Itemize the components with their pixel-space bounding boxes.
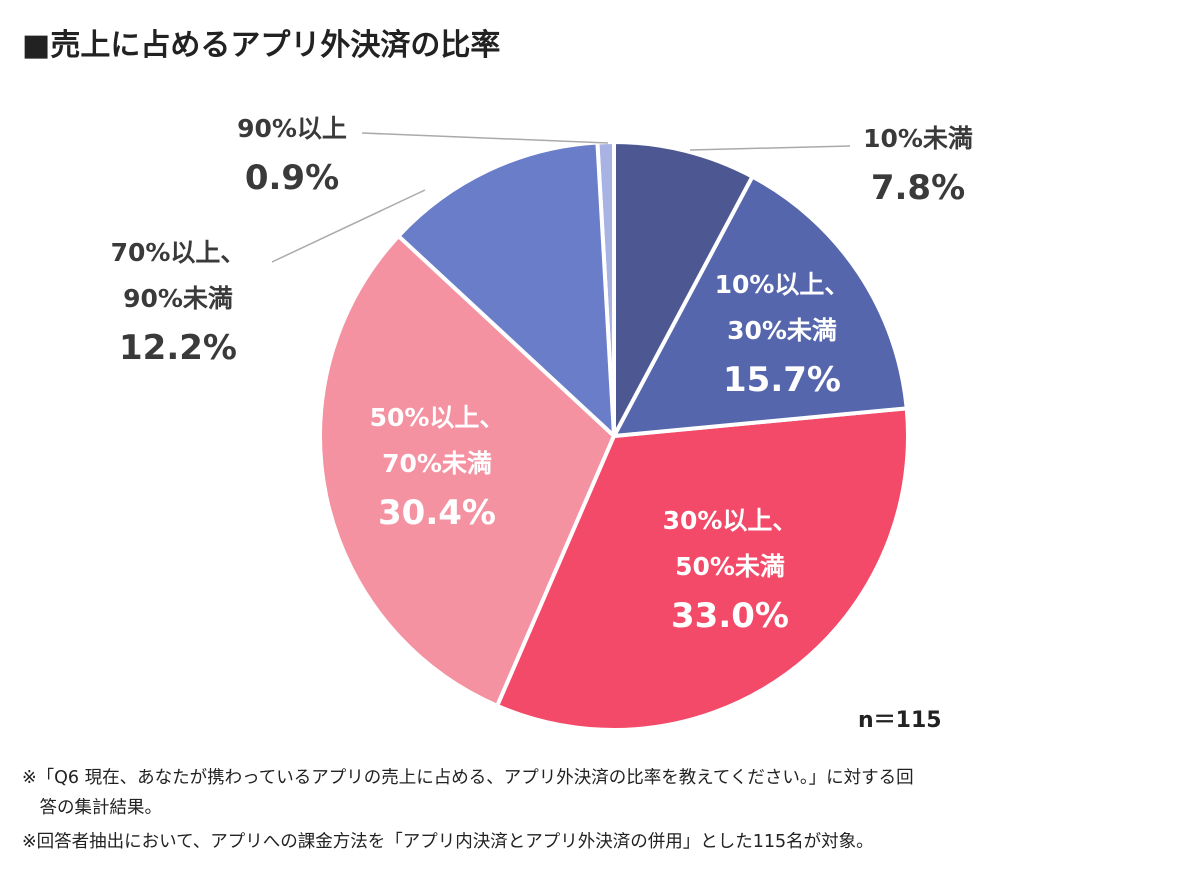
category-label: 90%未満: [123, 284, 233, 313]
footnote-2: ※回答者抽出において、アプリへの課金方法を「アプリ内決済とアプリ外決済の併用」と…: [22, 832, 874, 852]
footnote-1-cont: 答の集計結果。: [22, 798, 162, 818]
leader-line-10-under: [689, 145, 851, 151]
category-label: 30%以上、: [662, 506, 798, 535]
chart-title: ■売上に占めるアプリ外決済の比率: [22, 28, 501, 63]
sample-size: n＝115: [858, 708, 942, 733]
category-label: 10%未満: [863, 124, 973, 153]
category-label: 70%以上、: [110, 238, 246, 267]
category-label: 50%以上、: [369, 403, 505, 432]
leader-line-90-over: [361, 132, 609, 144]
slice-label-1: 10%以上、 30%未満 15.7%: [715, 262, 850, 406]
value-label: 7.8%: [870, 168, 966, 208]
value-label: 30.4%: [378, 493, 496, 533]
category-label: 30%未満: [727, 316, 837, 345]
slice-label-5: 90%以上 0.9%: [237, 106, 347, 204]
value-label: 12.2%: [119, 328, 237, 368]
pie-slice-2: [494, 406, 910, 732]
pie-slice-4: [395, 140, 617, 441]
category-label: 70%未満: [382, 449, 492, 478]
value-label: 0.9%: [244, 158, 340, 198]
footnote-1: ※「Q6 現在、あなたが携わっているアプリの売上に占める、アプリ外決済の比率を教…: [22, 768, 914, 788]
slice-label-4: 70%以上、 90%未満 12.2%: [111, 230, 246, 374]
leader-line-70-90: [271, 189, 426, 263]
pie-slice-3: [318, 233, 617, 709]
category-label: 10%以上、: [714, 270, 850, 299]
pie-slice-0: [612, 139, 756, 437]
pie-slice-1: [610, 173, 909, 439]
category-label: 50%未満: [675, 552, 785, 581]
value-label: 33.0%: [671, 596, 789, 636]
slice-label-2: 30%以上、 50%未満 33.0%: [663, 498, 798, 642]
slice-label-0: 10%未満 7.8%: [863, 116, 973, 214]
slice-label-3: 50%以上、 70%未満 30.4%: [370, 395, 505, 539]
category-label: 90%以上: [237, 114, 347, 143]
value-label: 15.7%: [723, 360, 841, 400]
